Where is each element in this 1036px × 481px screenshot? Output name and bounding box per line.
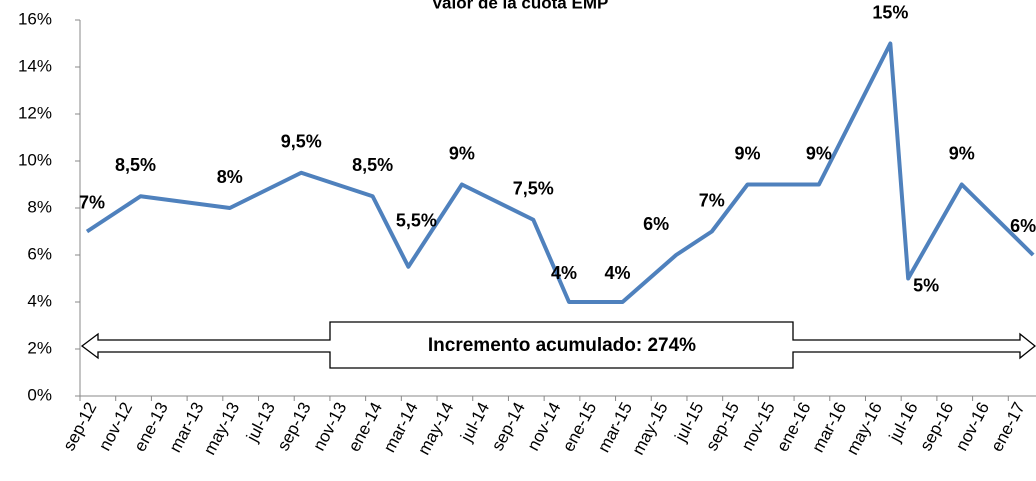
y-tick-label: 0% bbox=[27, 385, 52, 404]
y-tick-label: 8% bbox=[27, 197, 52, 216]
value-label: 8,5% bbox=[352, 155, 393, 175]
series-line bbox=[85, 41, 1035, 304]
annotation: Incremento acumulado: 274% bbox=[428, 335, 696, 356]
value-label: 7% bbox=[79, 192, 105, 212]
y-tick-label: 14% bbox=[18, 56, 52, 75]
x-tick-label: jul-15 bbox=[671, 399, 708, 446]
value-label: 6% bbox=[643, 214, 669, 234]
chart-title: Valor de la cuota EMP bbox=[432, 0, 609, 12]
x-tick-label: jul-13 bbox=[242, 399, 279, 446]
value-label: 5% bbox=[913, 275, 939, 295]
value-label: 4% bbox=[605, 263, 631, 283]
value-label: 9% bbox=[735, 143, 761, 163]
y-tick-label: 12% bbox=[18, 103, 52, 122]
value-label: 8,5% bbox=[115, 155, 156, 175]
value-label: 5,5% bbox=[396, 211, 437, 231]
y-tick-label: 16% bbox=[18, 9, 52, 28]
x-tick-label: jul-16 bbox=[885, 399, 922, 446]
y-tick-label: 10% bbox=[18, 150, 52, 169]
value-label: 4% bbox=[551, 263, 577, 283]
x-tick-label: ene-17 bbox=[987, 399, 1029, 455]
double-arrow bbox=[80, 321, 1036, 369]
value-label: 7% bbox=[699, 190, 725, 210]
value-label: 6% bbox=[1010, 216, 1036, 236]
y-tick-label: 6% bbox=[27, 244, 52, 263]
y-tick-label: 4% bbox=[27, 291, 52, 310]
y-tick-label: 2% bbox=[27, 338, 52, 357]
value-label: 9% bbox=[449, 143, 475, 163]
value-label: 8% bbox=[217, 167, 243, 187]
value-label: 15% bbox=[872, 2, 908, 22]
x-tick-label: jul-14 bbox=[456, 399, 493, 446]
value-label: 9% bbox=[806, 143, 832, 163]
value-label: 7,5% bbox=[513, 179, 554, 199]
value-label: 9,5% bbox=[281, 132, 322, 152]
value-label: 9% bbox=[949, 143, 975, 163]
